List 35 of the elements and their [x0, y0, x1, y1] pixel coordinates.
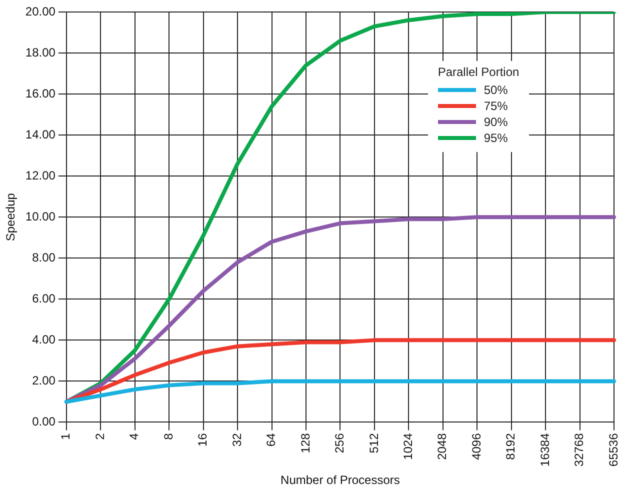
x-tick-label: 8192 [504, 432, 518, 460]
legend-label: 90% [484, 115, 508, 130]
y-tick-label: 0.00 [32, 414, 56, 429]
y-tick-label: 6.00 [32, 291, 56, 306]
y-axis-title: Speedup [4, 192, 18, 242]
x-tick-label: 4 [127, 432, 142, 440]
y-tick-label: 2.00 [32, 374, 56, 388]
y-tick-label: 10.00 [25, 209, 56, 224]
y-tick-label: 16.00 [25, 86, 56, 100]
y-tick-label: 12.00 [25, 168, 56, 182]
x-tick-label: 65536 [606, 432, 620, 467]
x-tick-label: 8 [161, 432, 176, 440]
x-tick-label: 32 [230, 432, 244, 447]
x-tick-label: 4096 [469, 432, 484, 460]
y-tick-label: 14.00 [25, 127, 56, 142]
x-tick-label: 1024 [400, 432, 415, 460]
legend-label: 95% [484, 131, 508, 146]
x-tick-label: 128 [298, 432, 312, 454]
x-tick-label: 64 [264, 432, 278, 447]
y-tick-label: 18.00 [25, 45, 56, 60]
x-tick-label: 2 [92, 432, 107, 440]
legend-label: 50% [484, 83, 508, 98]
legend-label: 75% [484, 99, 508, 114]
y-tick-label: 4.00 [32, 332, 56, 346]
x-tick-label: 1 [58, 432, 73, 440]
x-tick-label: 256 [332, 432, 347, 454]
x-tick-label: 16384 [538, 432, 552, 467]
x-tick-label: 16 [196, 432, 210, 447]
x-tick-label: 2048 [435, 432, 450, 460]
y-tick-label: 8.00 [32, 250, 56, 264]
x-tick-label: 512 [366, 432, 381, 454]
x-axis-title: Number of Processors [280, 473, 400, 488]
legend-title: Parallel Portion [438, 65, 520, 80]
x-tick-label: 32768 [572, 432, 586, 467]
y-tick-label: 20.00 [25, 4, 56, 18]
